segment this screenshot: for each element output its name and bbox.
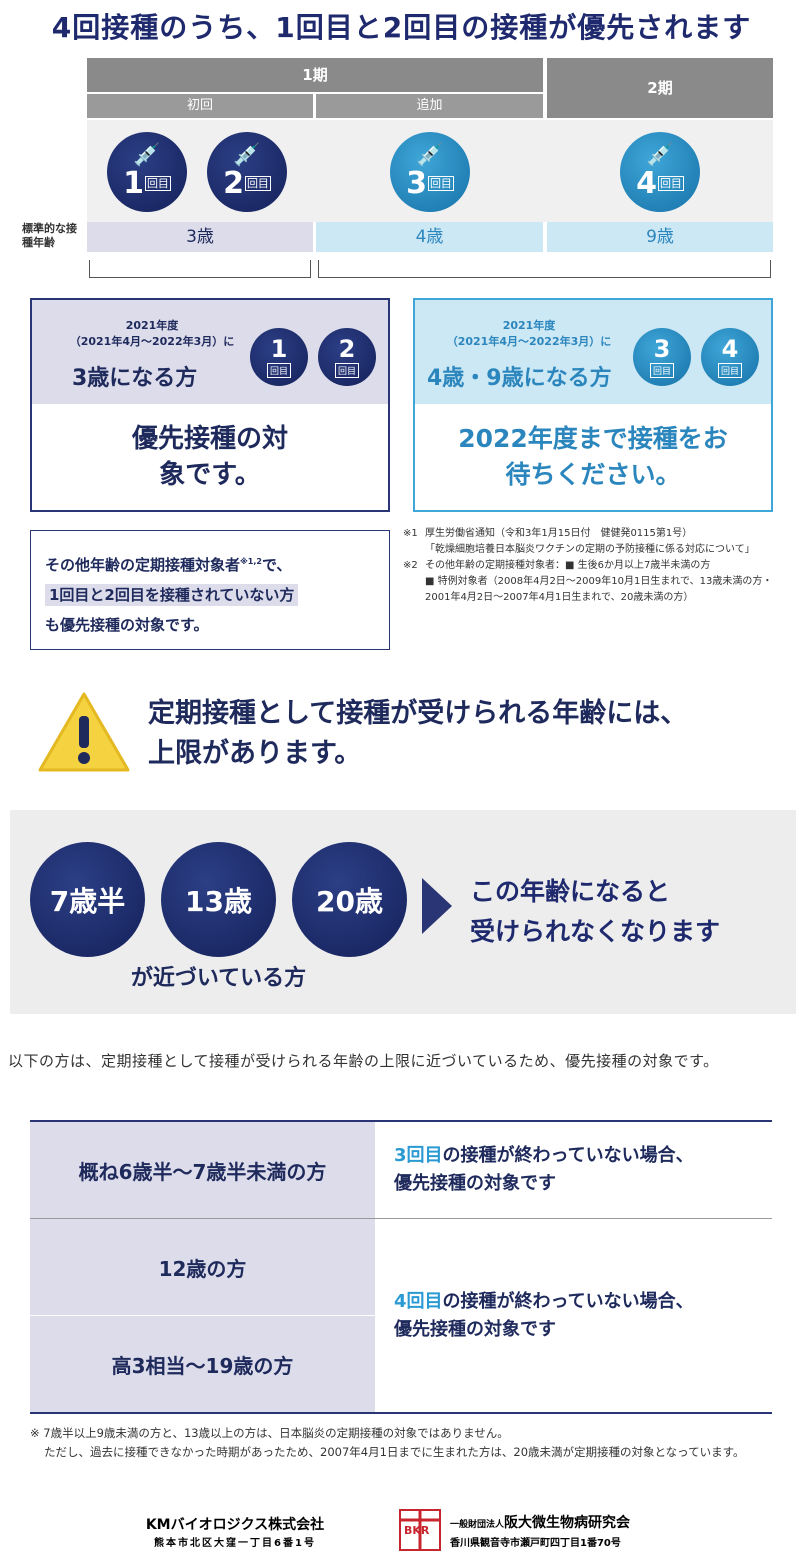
company2: 阪大微生物病研究会 <box>504 1515 631 1531</box>
age-13-circle: 13歳 <box>161 842 276 957</box>
other-target-box: その他年齢の定期接種対象者※1,2で、 1回目と2回目を接種されていない方 も優… <box>30 530 390 650</box>
table-row2-left: 12歳の方 <box>30 1219 375 1315</box>
table-bottom-line <box>30 1412 772 1414</box>
box-right-dose-4: 4 回目 <box>701 328 759 386</box>
dose-1-number: 1 <box>123 165 144 201</box>
box-left-range: （2021年4月～2022年3月）に <box>69 335 235 348</box>
other-line1-end: で、 <box>261 556 292 574</box>
footnote-line2: ただし、過去に接種できなかった時期があったため、2007年4月1日までに生まれた… <box>44 1445 745 1459</box>
result-line1: この年齢になると <box>470 877 671 906</box>
note1b: 「乾燥細胞培養日本脳炎ワクチンの定期の予防接種に係る対応について」 <box>425 544 755 555</box>
box-right-year: 2021年度 <box>502 319 556 332</box>
notes: ※1 厚生労働省通知（令和3年1月15日付 健健発0115第1号） 「乾燥細胞培養日… <box>403 526 783 606</box>
age-label: 標準的な接種年齢 <box>22 222 77 249</box>
table-row3-left: 高3相当～19歳の方 <box>30 1316 375 1412</box>
page-title: 4回接種のうち、1回目と2回目の接種が優先されます <box>51 11 752 44</box>
dose-2-circle: 💉 2 回目 <box>207 132 287 212</box>
dose-unit: 回目 <box>144 176 171 192</box>
age-4: 4歳 <box>316 222 543 252</box>
company1: KMバイオロジクス株式会社 <box>145 1517 325 1533</box>
other-line3: も優先接種の対象です。 <box>45 616 209 634</box>
warning-line1: 定期接種として接種が受けられる年齢には、 <box>148 698 688 729</box>
box-left-target: 3歳になる方 <box>72 366 198 391</box>
other-line1: その他年齢の定期接種対象者 <box>45 556 241 574</box>
row23-text2: 優先接種の対象です <box>394 1318 556 1340</box>
row23-text: の接種が終わっていない場合、 <box>442 1290 694 1312</box>
dose-1-circle: 💉 1 回目 <box>107 132 187 212</box>
phase1-header: 1期 <box>87 58 543 92</box>
syringe-icon: 💉 <box>133 142 161 168</box>
table-divider <box>30 1218 772 1219</box>
dose-unit: 回目 <box>244 176 271 192</box>
dose-unit: 回目 <box>427 176 454 192</box>
age-7-5-circle: 7歳半 <box>30 842 145 957</box>
approach-text: が近づいている方 <box>130 966 307 991</box>
booster-header: 追加 <box>316 94 543 118</box>
org: 一般財団法人阪大微生物病研究会 <box>450 1512 630 1532</box>
box-left-year: 2021年度 <box>125 319 179 332</box>
note2-label: ※2 <box>403 560 418 571</box>
box-left-dose-1: 1 回目 <box>250 328 308 386</box>
note2b: ■ 特例対象者（2008年4月2日～2009年10月1日生まれで、13歳未満の方… <box>425 576 773 603</box>
phase2-header: 2期 <box>547 58 773 118</box>
syringe-icon: 💉 <box>416 142 444 168</box>
syringe-icon: 💉 <box>233 142 261 168</box>
dose-4-number: 4 <box>636 165 657 201</box>
warning-text: 定期接種として接種が受けられる年齢には、 上限があります。 <box>148 694 788 774</box>
dose-3-circle: 💉 3 回目 <box>390 132 470 212</box>
row23-highlight: 4回目 <box>394 1290 443 1312</box>
age-9: 9歳 <box>547 222 773 252</box>
org-prefix: 一般財団法人 <box>450 1520 505 1530</box>
syringe-icon: 💉 <box>646 142 674 168</box>
wait-box-header: 2021年度 （2021年4月～2022年3月）に 4歳・9歳になる方 3 回目 … <box>415 300 771 404</box>
priority-box: 2021年度 （2021年4月～2022年3月）に 3歳になる方 1 回目 2 回目… <box>30 298 390 512</box>
row1-text: の接種が終わっていない場合、 <box>442 1145 694 1166</box>
note2: その他年齢の定期接種対象者：■ 生後6か月以上7歳半未満の方 <box>425 560 711 571</box>
warning-icon <box>38 692 130 772</box>
age-20-circle: 20歳 <box>292 842 407 957</box>
intro-text: 以下の方は、定期接種として接種が受けられる年齢の上限に近づいているため、優先接種… <box>8 1052 719 1070</box>
table-row1-left: 概ね6歳半～7歳半未満の方 <box>30 1122 375 1218</box>
bkr-logo-letters: BKR <box>404 1524 430 1537</box>
table-row23-right: 4回目の接種が終わっていない場合、優先接種の対象です <box>376 1219 772 1412</box>
warning-line2: 上限があります。 <box>148 738 362 769</box>
other-line2: 1回目と2回目を接種されていない方 <box>45 584 299 606</box>
row1-text2: 優先接種の対象です <box>394 1173 556 1194</box>
address2: 香川県観音寺市瀬戸町四丁目1番70号 <box>450 1538 621 1549</box>
result-line2: 受けられなくなります <box>470 917 721 946</box>
arrow-right-icon <box>422 878 452 934</box>
bkr-logo: BKR <box>398 1508 442 1552</box>
dose-3-number: 3 <box>406 165 427 201</box>
footnote: ※ 7歳半以上9歳未満の方と、13歳以上の方は、日本脳炎の定期接種の対象ではあり… <box>30 1424 780 1462</box>
bkr-logo-mark <box>399 1509 441 1551</box>
box-right-target: 4歳・9歳になる方 <box>427 366 612 391</box>
box-right-range: （2021年4月～2022年3月）に <box>446 335 612 348</box>
dose-unit: 回目 <box>657 176 684 192</box>
initial-header: 初回 <box>87 94 313 118</box>
box-left-message: 優先接種の対象です。 <box>131 424 288 490</box>
table-divider-left <box>30 1315 375 1316</box>
table-top-line <box>30 1120 772 1122</box>
footnote-marker: ※1,2 <box>240 557 262 566</box>
dose-4-circle: 💉 4 回目 <box>620 132 700 212</box>
box-right-dose-3: 3 回目 <box>633 328 691 386</box>
table-row1-right: 3回目の接種が終わっていない場合、優先接種の対象です <box>376 1122 772 1218</box>
row1-highlight: 3回目 <box>394 1145 443 1166</box>
dose-2-number: 2 <box>223 165 244 201</box>
bracket-right <box>318 260 771 278</box>
bracket-left <box>89 260 311 278</box>
result-text: この年齢になると 受けられなくなります <box>470 872 790 952</box>
box-right-message: 2022年度まで接種をお待ちください。 <box>458 424 728 489</box>
note1: 厚生労働省通知（令和3年1月15日付 健健発0115第1号） <box>425 528 693 539</box>
address1: 熊本市北区大窪一丁目6番1号 <box>154 1538 316 1549</box>
priority-box-header: 2021年度 （2021年4月～2022年3月）に 3歳になる方 1 回目 2 回目 <box>32 300 388 404</box>
note1-label: ※1 <box>403 528 418 539</box>
wait-box: 2021年度 （2021年4月～2022年3月）に 4歳・9歳になる方 3 回目 … <box>413 298 773 512</box>
age-3: 3歳 <box>87 222 313 252</box>
box-left-dose-2: 2 回目 <box>318 328 376 386</box>
footnote-line1: ※ 7歳半以上9歳未満の方と、13歳以上の方は、日本脳炎の定期接種の対象ではあり… <box>30 1426 509 1440</box>
